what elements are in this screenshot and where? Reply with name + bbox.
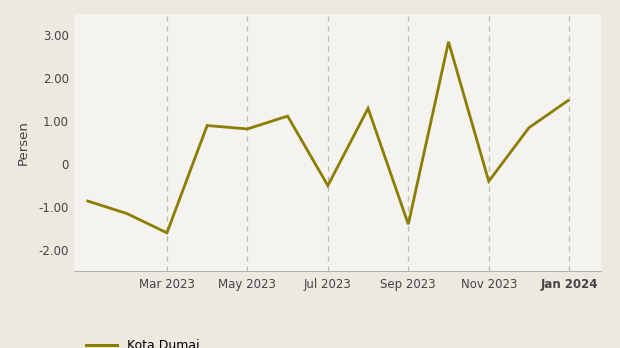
Legend: Kota Dumai: Kota Dumai	[81, 334, 205, 348]
Y-axis label: Persen: Persen	[17, 120, 30, 165]
